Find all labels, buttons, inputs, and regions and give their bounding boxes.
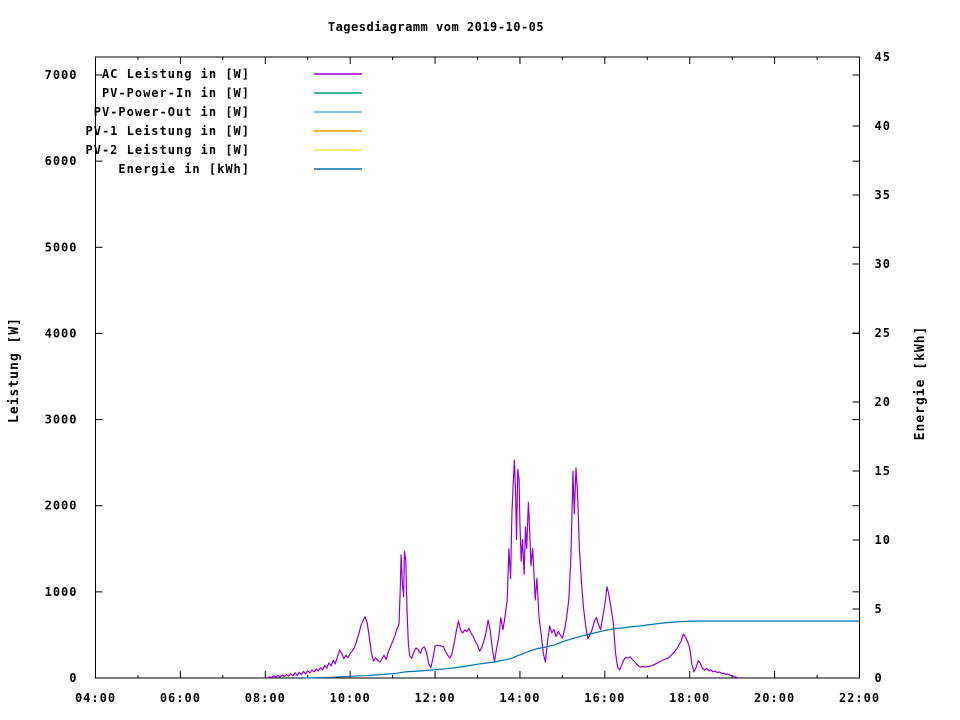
y2-tick-label: 40 (875, 119, 891, 133)
y-tick-label: 4000 (45, 326, 78, 340)
y-tick-label: 3000 (45, 413, 78, 427)
plot-area: 04:00 06:00 08:00 10:00 12:00 14:00 16:00 18:00… (45, 50, 891, 705)
x-tick-label: 20:00 (754, 691, 795, 705)
x-tick-label: 18:00 (669, 691, 710, 705)
y-axis-label: Leistung [W] (7, 317, 22, 423)
legend-label-pv-1-leistung-in-w: PV-1 Leistung in [W] (86, 124, 251, 138)
x-tick-label: 06:00 (160, 691, 201, 705)
y2-tick-label: 15 (875, 464, 891, 478)
y-tick-label: 5000 (45, 240, 78, 254)
y-tick-label: 0 (69, 671, 77, 685)
x-tick-label: 10:00 (330, 691, 371, 705)
legend-label-pv-power-out-in-w: PV-Power-Out in [W] (94, 105, 250, 119)
y2-tick-label: 5 (875, 602, 883, 616)
y2-tick-label: 45 (875, 50, 891, 64)
y2-tick-label: 30 (875, 257, 891, 271)
legend-label-pv-power-in-in-w: PV-Power-In in [W] (102, 86, 250, 100)
y2-tick-label: 0 (875, 671, 883, 685)
y-tick-label: 7000 (45, 68, 78, 82)
x-tick-label: 16:00 (584, 691, 625, 705)
y2-tick-label: 35 (875, 188, 891, 202)
x-tick-label: 08:00 (245, 691, 286, 705)
y2-axis-label: Energie [kWh] (913, 326, 928, 441)
x-tick-label: 04:00 (75, 691, 116, 705)
chart-title: Tagesdiagramm vom 2019-10-05 (328, 20, 544, 34)
x-tick-label: 14:00 (499, 691, 540, 705)
series-line-energie-in-kwh (303, 620, 860, 679)
y2-tick-label: 10 (875, 533, 891, 547)
legend-label-ac-leistung-in-w: AC Leistung in [W] (102, 67, 250, 81)
y2-tick-label: 20 (875, 395, 891, 409)
y-tick-label: 1000 (45, 585, 78, 599)
legend-label-energie-in-kwh: Energie in [kWh] (118, 162, 250, 176)
x-tick-label: 12:00 (414, 691, 455, 705)
legend-label-pv-2-leistung-in-w: PV-2 Leistung in [W] (86, 143, 251, 157)
y-tick-label: 2000 (45, 499, 78, 513)
y-tick-label: 6000 (45, 154, 78, 168)
y2-tick-label: 25 (875, 326, 891, 340)
x-tick-label: 22:00 (839, 691, 880, 705)
series-line-ac-leistung-in-w (267, 459, 739, 679)
